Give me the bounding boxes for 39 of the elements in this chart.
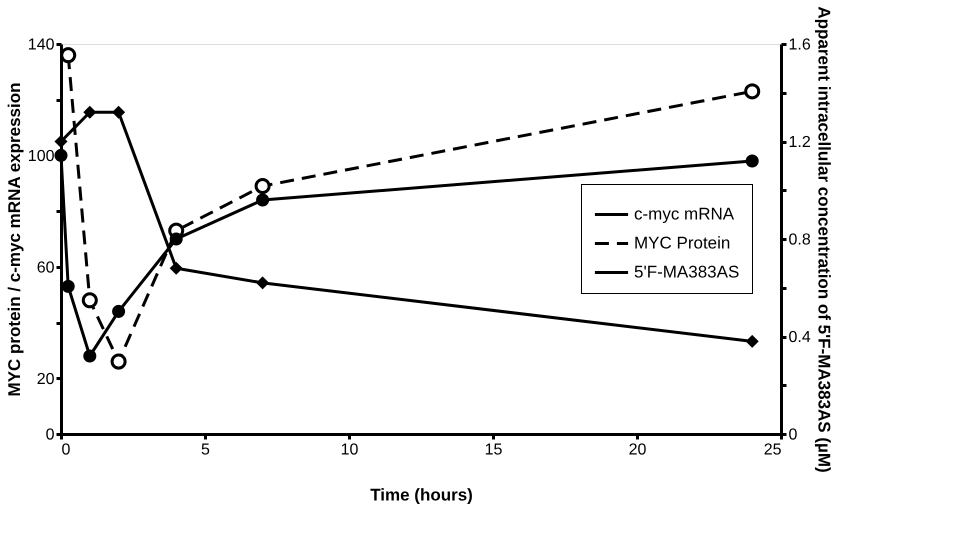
point [746,334,759,348]
legend-label: c-myc mRNA [634,204,735,224]
point [170,262,183,275]
x-tick-label: 25 [764,442,782,458]
y2-tick-label: 0 [788,426,798,444]
x-tick-label: 10 [340,442,358,458]
x-tick-label: 0 [62,442,70,458]
point [256,193,270,207]
y2-tick-label: 0.8 [788,232,811,248]
point [54,134,68,148]
y-axis-title: MYC protein / c-myc mRNA expression [4,82,24,396]
point [170,232,183,246]
point [256,276,270,290]
point [54,148,68,162]
y2-tick-label: 1.2 [788,134,811,151]
y-tick-label: 140 [28,36,55,54]
legend-label: MYC Protein [634,234,730,252]
x-axis-title: Time (hours) [370,486,473,504]
x-tick-label: 5 [201,442,210,458]
y-tick-label: 0 [46,426,55,444]
y2-axis-title: Apparent intracellular concentration of 5'F-MA383AS (µM) [814,6,834,473]
point [110,354,127,370]
x-tick-label: 15 [484,442,502,458]
point [82,292,98,308]
point [62,280,75,293]
point [83,349,96,363]
legend-label: 5'F-MA383AS [634,262,740,282]
point [254,178,271,194]
y2-tick-label: 1.6 [788,36,811,54]
x-tick-label: 20 [628,442,646,458]
point [744,83,760,100]
point [112,106,126,119]
y-tick-label: 100 [28,148,55,165]
y2-tick-label: 0.4 [788,329,811,346]
point [112,304,126,318]
point [83,106,96,119]
y-tick-label: 20 [36,370,55,388]
point [746,154,759,168]
y-tick-label: 60 [36,259,55,276]
